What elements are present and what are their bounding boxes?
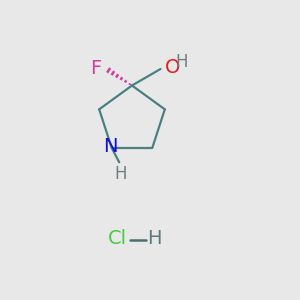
Text: H: H <box>115 165 127 183</box>
Text: F: F <box>90 58 101 78</box>
Text: H: H <box>148 229 162 248</box>
Text: Cl: Cl <box>108 229 127 248</box>
Text: N: N <box>103 137 118 156</box>
Text: H: H <box>176 53 188 71</box>
Text: O: O <box>164 58 180 77</box>
